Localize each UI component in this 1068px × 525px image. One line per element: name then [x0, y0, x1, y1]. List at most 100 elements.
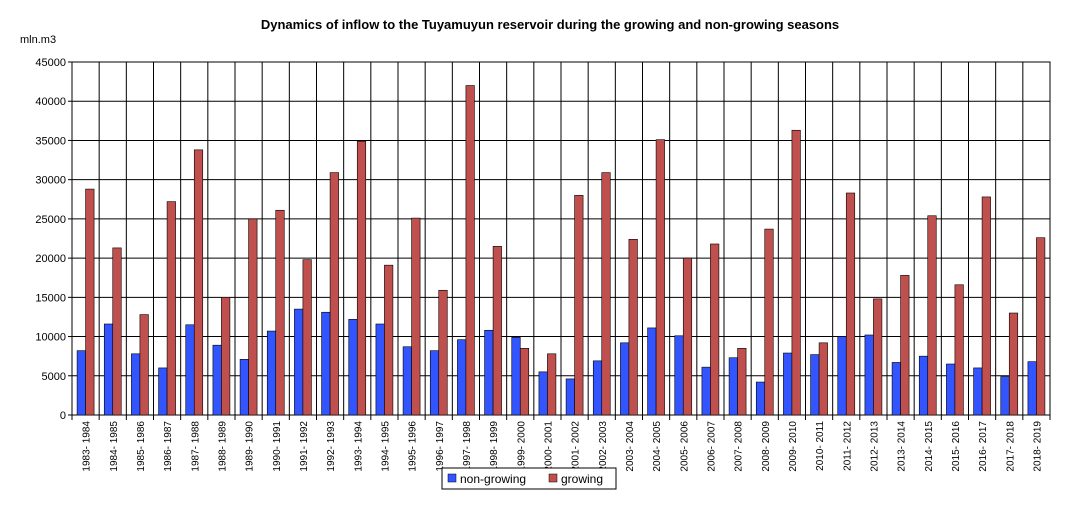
- x-tick-label: 1998- 1999: [489, 421, 500, 472]
- bar-non-growing-2015-2016: [946, 363, 956, 416]
- x-tick-label: 2004- 2005: [652, 421, 663, 472]
- legend-swatch-growing: [548, 473, 558, 483]
- bar-growing-1991-1992: [302, 259, 312, 416]
- bar-non-growing-2004-2005: [647, 327, 657, 416]
- x-tick-label: 2001- 2002: [571, 421, 582, 472]
- y-tick-label: 35000: [35, 135, 66, 147]
- x-tick-label: 1983- 1984: [82, 421, 93, 472]
- x-tick-label: 1988- 1989: [217, 421, 228, 472]
- x-tick-label: 2000- 2001: [543, 421, 554, 472]
- bar-growing-2010-2011: [818, 342, 828, 416]
- bar-non-growing-2009-2010: [783, 352, 793, 416]
- bar-growing-2004-2005: [655, 139, 665, 416]
- bar-growing-1994-1995: [384, 264, 394, 416]
- bar-growing-2006-2007: [710, 243, 720, 416]
- x-tick-label: 1985- 1986: [136, 421, 147, 472]
- x-tick-label: 1992- 1993: [326, 421, 337, 472]
- x-tick-label: 1995- 1996: [408, 421, 419, 472]
- legend: non-growing growing: [441, 467, 617, 490]
- bar-growing-2000-2001: [547, 353, 557, 416]
- legend-box: [441, 467, 617, 490]
- x-tick-label: 1994- 1995: [380, 421, 391, 472]
- bar-growing-1998-1999: [492, 246, 502, 416]
- bar-growing-1986-1987: [166, 201, 176, 416]
- bar-non-growing-1989-1990: [239, 359, 249, 416]
- x-tick-label: 2003- 2004: [625, 421, 636, 472]
- bar-growing-1992-1993: [329, 172, 339, 416]
- chart-title: Dynamics of inflow to the Tuyamuyun rese…: [261, 17, 839, 32]
- bar-growing-2015-2016: [954, 284, 964, 416]
- x-tick-label: 1999- 2000: [516, 421, 527, 472]
- x-tick-label: 2015- 2016: [951, 421, 962, 472]
- bar-growing-2005-2006: [682, 257, 693, 416]
- bar-growing-2012-2013: [873, 298, 883, 416]
- bar-non-growing-1985-1986: [131, 353, 141, 416]
- bar-growing-2017-2018: [1008, 312, 1019, 416]
- bar-non-growing-2003-2004: [620, 342, 630, 416]
- bar-non-growing-1994-1995: [375, 323, 385, 416]
- bar-non-growing-1998-1999: [484, 329, 494, 416]
- bar-growing-1983-1984: [85, 188, 95, 416]
- bar-growing-1993-1994: [356, 140, 367, 416]
- x-tick-label: 1997- 1998: [462, 421, 473, 472]
- legend-label-growing: growing: [561, 472, 603, 486]
- bar-non-growing-1986-1987: [158, 367, 168, 416]
- bar-non-growing-2013-2014: [891, 362, 901, 416]
- bar-growing-1985-1986: [139, 314, 149, 416]
- bar-non-growing-2011-2012: [837, 336, 847, 416]
- y-tick-label: 30000: [35, 175, 66, 187]
- bar-growing-2011-2012: [845, 192, 856, 416]
- bar-growing-1988-1989: [221, 297, 231, 416]
- x-tick-label: 2016- 2017: [978, 421, 989, 472]
- y-tick-label: 10000: [35, 332, 66, 344]
- bar-non-growing-2018-2019: [1027, 361, 1037, 416]
- bar-non-growing-1993-1994: [348, 318, 358, 416]
- bar-non-growing-2014-2015: [918, 355, 929, 416]
- legend-label-non-growing: non-growing: [460, 472, 526, 486]
- legend-swatch-non-growing: [447, 473, 457, 483]
- bar-growing-2014-2015: [927, 215, 937, 416]
- x-tick-label: 2007- 2008: [734, 421, 745, 472]
- x-tick-label: 1984- 1985: [109, 421, 120, 472]
- x-tick-label: 2002- 2003: [598, 421, 609, 472]
- bar-growing-2016-2017: [981, 196, 991, 416]
- bar-non-growing-1992-1993: [321, 311, 331, 416]
- bar-non-growing-1999-2000: [511, 337, 521, 416]
- bar-non-growing-1995-1996: [402, 346, 412, 416]
- x-tick-label: 1987- 1988: [190, 421, 201, 472]
- x-tick-label: 1990- 1991: [272, 421, 283, 472]
- bar-growing-2001-2002: [574, 195, 584, 416]
- y-axis-label: mln.m3: [20, 34, 56, 46]
- y-tick-label: 20000: [35, 253, 66, 265]
- bar-non-growing-2000-2001: [538, 371, 548, 416]
- bar-growing-2018-2019: [1036, 237, 1046, 416]
- x-tick-label: 1996- 1997: [435, 421, 446, 472]
- x-tick-label: 1991- 1992: [299, 421, 310, 472]
- x-tick-label: 2014- 2015: [924, 421, 935, 472]
- bar-non-growing-2002-2003: [592, 360, 603, 416]
- y-tick-label: 15000: [35, 292, 66, 304]
- x-tick-label: 2018- 2019: [1032, 421, 1043, 472]
- x-tick-label: 2017- 2018: [1005, 421, 1016, 472]
- bar-non-growing-1987-1988: [185, 324, 195, 416]
- bar-non-growing-1984-1985: [103, 323, 114, 416]
- bar-non-growing-2016-2017: [973, 367, 983, 416]
- bar-growing-1996-1997: [438, 289, 448, 416]
- bar-non-growing-2010-2011: [810, 354, 820, 416]
- bar-non-growing-2008-2009: [755, 381, 766, 416]
- bar-growing-2003-2004: [628, 238, 638, 416]
- bar-non-growing-1988-1989: [212, 344, 222, 416]
- bar-non-growing-1983-1984: [76, 350, 86, 416]
- bar-growing-1999-2000: [519, 348, 530, 416]
- bar-growing-2013-2014: [900, 275, 910, 416]
- y-tick-label: 45000: [35, 57, 66, 69]
- x-tick-label: 1993- 1994: [353, 421, 364, 472]
- x-tick-label: 2009- 2010: [788, 421, 799, 472]
- bar-non-growing-2005-2006: [674, 335, 684, 416]
- bar-growing-1995-1996: [411, 217, 421, 416]
- x-tick-label: 2010- 2011: [815, 421, 826, 471]
- bar-growing-2008-2009: [764, 228, 774, 416]
- bar-non-growing-1996-1997: [429, 350, 440, 416]
